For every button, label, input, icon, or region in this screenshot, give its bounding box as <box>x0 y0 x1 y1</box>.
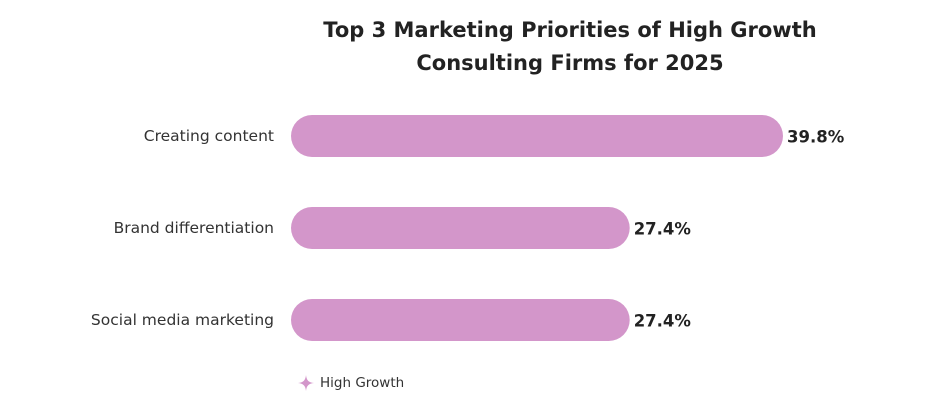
category-label: Brand differentiation <box>114 219 274 237</box>
bar <box>291 115 783 157</box>
category-label: Creating content <box>144 127 274 145</box>
data-label: 27.4% <box>634 312 692 331</box>
chart-title: Top 3 Marketing Priorities of High Growt… <box>270 14 870 80</box>
chart-title-line-1: Top 3 Marketing Priorities of High Growt… <box>323 18 817 42</box>
bar <box>291 299 630 341</box>
data-label: 27.4% <box>634 220 692 239</box>
category-label: Social media marketing <box>91 311 274 329</box>
legend: High Growth <box>298 375 404 391</box>
bar <box>291 207 630 249</box>
chart-title-line-2: Consulting Firms for 2025 <box>416 51 724 75</box>
legend-label: High Growth <box>320 375 405 391</box>
sparkle-icon <box>298 375 314 391</box>
data-label: 39.8% <box>787 128 845 147</box>
